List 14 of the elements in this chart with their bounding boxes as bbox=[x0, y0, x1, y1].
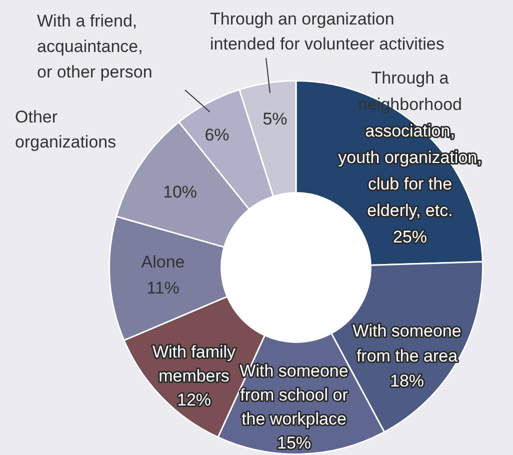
slice-label: Alone bbox=[141, 252, 185, 272]
slice-label: Other organizations bbox=[15, 108, 116, 152]
data-label: 10% bbox=[162, 182, 198, 202]
data-label: 5% bbox=[262, 110, 288, 129]
data-label: 18% bbox=[390, 372, 424, 391]
slice-label: With someone from the area bbox=[352, 322, 462, 366]
data-label: 12% bbox=[176, 390, 212, 410]
data-label: 11% bbox=[146, 278, 180, 298]
slice-label: With a friend, acquaintance, or other person bbox=[37, 12, 152, 82]
slice-label: With family members bbox=[152, 342, 236, 386]
data-label: 25% bbox=[392, 228, 428, 247]
data-label: 6% bbox=[204, 126, 230, 145]
data-label: 15% bbox=[276, 434, 312, 453]
slice-label: Through an organization intended for volunteer activities bbox=[210, 10, 444, 54]
